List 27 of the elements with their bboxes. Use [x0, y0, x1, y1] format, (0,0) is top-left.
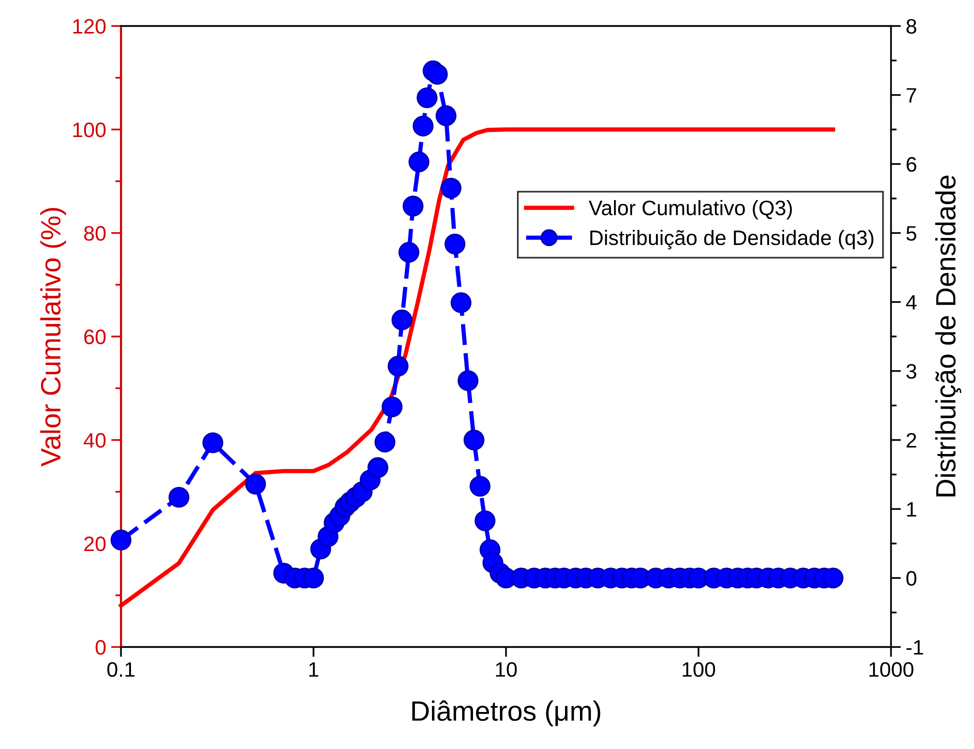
y-tick-label: 0: [96, 640, 106, 655]
legend-label: Valor Cumulativo (Q3): [588, 200, 792, 220]
y2-tick-label: 8: [906, 19, 916, 34]
y2-tick-label: 4: [906, 295, 917, 310]
y-axis-title: Valor Cumulativo (%): [40, 208, 66, 467]
y2-axis-title: Distribuição de Densidade: [935, 176, 962, 496]
y2-tick-label: 3: [906, 364, 916, 379]
y2-tick-label: 1: [907, 502, 916, 517]
legend-label: Distribuição de Densidade (q3): [590, 230, 874, 250]
x-tick-label: 0.1: [107, 662, 134, 677]
x-tick-label: 10: [496, 662, 517, 677]
y-tick-label: 100: [73, 122, 106, 138]
y2-tick-label: 2: [906, 433, 916, 448]
y2-tick-label: 5: [906, 226, 916, 241]
y2-tick-label: 0: [906, 571, 916, 586]
x-axis-title: Diâmetros (μm): [412, 700, 600, 726]
x-tick-label: 100: [682, 662, 716, 677]
y2-tick-label: -1: [906, 640, 924, 655]
y-tick-label: 60: [84, 330, 106, 344]
x-tick-label: 1000: [869, 662, 914, 677]
y2-tick-label: 6: [906, 157, 916, 172]
y-tick-label: 20: [84, 536, 106, 552]
y-tick-label: 40: [84, 433, 106, 448]
y-tick-label: 80: [84, 226, 106, 241]
y-tick-label: 120: [73, 19, 106, 34]
y2-tick-label: 7: [906, 88, 916, 103]
x-tick-label: 1: [309, 662, 318, 677]
